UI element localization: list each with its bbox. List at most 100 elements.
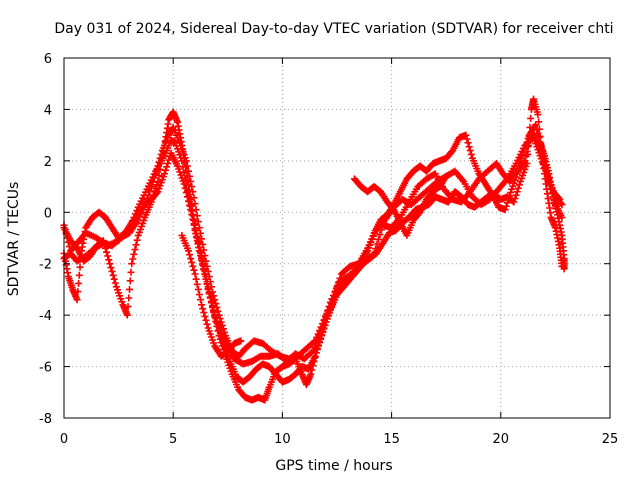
data-point [76, 263, 84, 271]
data-point [201, 312, 209, 320]
data-point [153, 181, 161, 189]
data-point [319, 327, 327, 335]
data-point [129, 255, 137, 263]
data-point [237, 337, 245, 345]
data-point [525, 132, 533, 140]
data-point [152, 184, 160, 192]
data-point [205, 289, 213, 297]
data-point [201, 270, 209, 278]
data-point [311, 353, 319, 361]
data-point [180, 180, 188, 188]
data-point [318, 331, 326, 339]
data-point [127, 268, 135, 276]
data-point [313, 345, 321, 353]
y-tick-label: 2 [44, 155, 52, 170]
data-point [214, 327, 222, 335]
data-point [309, 362, 317, 370]
data-point [155, 171, 163, 179]
data-point [191, 270, 199, 278]
data-point [216, 335, 224, 343]
data-point [198, 301, 206, 309]
data-point [125, 294, 133, 302]
data-point [103, 248, 111, 256]
x-axis-label: GPS time / hours [275, 458, 392, 474]
axis-ticks: 0 5 10 15 20 25 -8 -6 -4 -2 0 2 4 6 [39, 52, 618, 447]
series-track-5 [178, 231, 245, 360]
data-point [312, 349, 320, 357]
data-point [376, 231, 384, 239]
x-tick-label: 0 [60, 432, 68, 447]
data-point [73, 296, 81, 304]
data-point [154, 177, 162, 185]
data-point [188, 258, 196, 266]
data-point [466, 147, 474, 155]
data-point [334, 279, 342, 287]
y-tick-label: -4 [39, 309, 52, 324]
data-point [311, 337, 319, 345]
y-tick-label: 6 [44, 52, 52, 67]
data-point [314, 330, 322, 338]
data-point [146, 187, 154, 195]
data-point [207, 299, 215, 307]
data-point [163, 163, 171, 171]
data-point [215, 332, 223, 340]
data-point [307, 370, 315, 378]
y-axis-label: SDTVAR / TECUs [6, 182, 22, 297]
data-point [510, 198, 518, 206]
data-point [557, 199, 565, 207]
data-point [558, 213, 566, 221]
data-point [149, 178, 157, 186]
data-point [148, 195, 156, 203]
data-point [464, 139, 472, 147]
x-tick-label: 10 [274, 432, 291, 447]
data-point [110, 275, 118, 283]
data-point [209, 303, 217, 311]
data-point [198, 256, 206, 264]
data-point [109, 271, 117, 279]
data-point [502, 202, 510, 210]
data-point [191, 200, 199, 208]
data-point [317, 334, 325, 342]
data-point [524, 150, 532, 158]
data-point [186, 251, 194, 259]
data-point [193, 212, 201, 220]
data-point [219, 325, 227, 333]
data-point [314, 341, 322, 349]
data-point [104, 252, 112, 260]
data-point [536, 132, 544, 140]
data-point [159, 147, 167, 155]
data-point [503, 199, 511, 207]
data-point [195, 224, 203, 232]
data-point [195, 291, 203, 299]
data-point [105, 256, 113, 264]
data-point [150, 191, 158, 199]
data-point [162, 166, 170, 174]
data-point [193, 280, 201, 288]
data-point [132, 241, 140, 249]
series-track-7 [536, 139, 568, 273]
x-tick-label: 5 [169, 432, 177, 447]
data-point [192, 275, 200, 283]
data-point [336, 274, 344, 282]
data-point [194, 285, 202, 293]
data-point [197, 296, 204, 304]
data-point [218, 342, 226, 350]
series-track-4 [60, 95, 566, 404]
data-point [126, 277, 134, 285]
y-tick-label: -8 [39, 412, 52, 427]
data-point [313, 333, 321, 341]
y-tick-label: -2 [39, 258, 52, 273]
x-tick-label: 15 [383, 432, 400, 447]
grid-lines [64, 58, 610, 418]
data-point [467, 150, 475, 158]
data-point [200, 266, 208, 274]
data-point [75, 271, 83, 279]
data-point [157, 159, 165, 167]
data-point [213, 322, 221, 330]
data-point [218, 321, 226, 329]
data-point [160, 170, 168, 178]
data-point [151, 188, 159, 196]
data-point [465, 143, 473, 151]
y-tick-label: 4 [44, 103, 52, 118]
